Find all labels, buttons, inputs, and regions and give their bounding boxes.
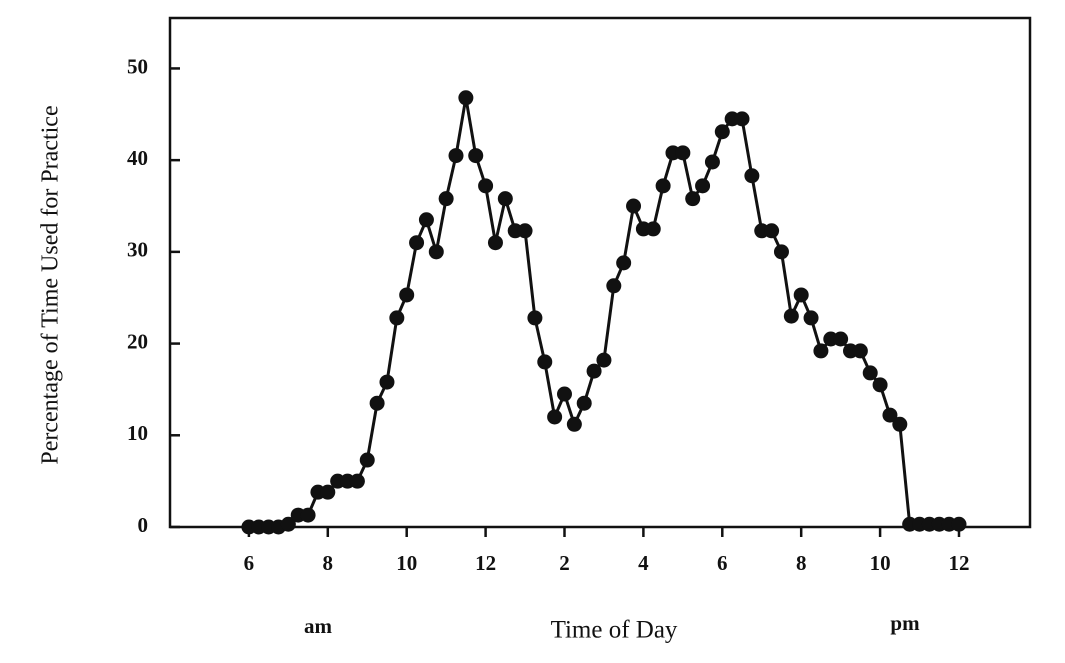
plot-frame	[168, 16, 1032, 529]
data-point	[783, 308, 799, 324]
data-point	[616, 255, 632, 271]
data-point	[300, 507, 316, 523]
data-point	[872, 377, 888, 393]
data-point	[409, 235, 425, 251]
data-point	[389, 310, 405, 326]
data-point	[852, 343, 868, 359]
data-point	[685, 191, 701, 207]
x-tick-label: 10	[396, 551, 417, 575]
data-point	[497, 191, 513, 207]
data-point	[695, 178, 711, 194]
data-point	[675, 145, 691, 161]
data-point	[399, 287, 415, 303]
x-axis-title: Time of Day	[551, 617, 678, 644]
data-point	[576, 395, 592, 411]
data-point	[517, 223, 533, 239]
annotation: am	[304, 614, 333, 638]
data-point	[606, 278, 622, 294]
data-point	[418, 212, 434, 228]
y-tick-label: 20	[127, 329, 148, 353]
data-point	[478, 178, 494, 194]
data-point	[556, 386, 572, 402]
data-point	[458, 90, 474, 106]
data-point	[714, 124, 730, 140]
data-point	[468, 148, 484, 164]
data-point	[892, 416, 908, 432]
data-point	[882, 407, 898, 423]
data-point	[833, 331, 849, 347]
x-tick-label: 4	[638, 551, 649, 575]
data-point	[655, 178, 671, 194]
data-point	[596, 352, 612, 368]
annotation: pm	[890, 611, 920, 635]
data-point	[547, 409, 563, 425]
data-point	[764, 223, 780, 239]
y-tick-label: 0	[138, 513, 149, 537]
data-point	[862, 365, 878, 381]
y-tick-label: 30	[127, 238, 148, 262]
x-tick-label: 10	[870, 551, 891, 575]
data-point	[537, 354, 553, 370]
data-point	[359, 452, 375, 468]
data-point	[438, 191, 454, 207]
x-tick-label: 8	[796, 551, 807, 575]
data-point	[320, 484, 336, 500]
data-point	[951, 516, 967, 532]
data-point	[379, 374, 395, 390]
data-point	[773, 244, 789, 260]
x-tick-label: 6	[244, 551, 255, 575]
x-tick-label: 8	[323, 551, 334, 575]
data-point	[813, 343, 829, 359]
data-point	[734, 111, 750, 127]
data-point	[487, 235, 503, 251]
x-tick-label: 6	[717, 551, 728, 575]
x-tick-label: 12	[475, 551, 496, 575]
x-tick-label: 12	[948, 551, 969, 575]
data-point	[803, 310, 819, 326]
data-point	[626, 198, 642, 214]
data-point	[704, 154, 720, 170]
y-tick-label: 10	[127, 421, 148, 445]
x-tick-label: 2	[559, 551, 570, 575]
y-tick-label: 50	[127, 54, 148, 78]
data-point	[586, 363, 602, 379]
data-point	[428, 244, 444, 260]
data-point	[280, 516, 296, 532]
y-tick-label: 40	[127, 146, 148, 170]
data-point	[448, 148, 464, 164]
data-point	[527, 310, 543, 326]
data-point	[349, 473, 365, 489]
data-point	[744, 168, 760, 184]
data-point	[369, 395, 385, 411]
data-point	[566, 416, 582, 432]
data-point	[645, 221, 661, 237]
y-axis-title: Percentage of Time Used for Practice	[38, 105, 64, 464]
data-point	[793, 287, 809, 303]
data-line	[248, 96, 959, 529]
